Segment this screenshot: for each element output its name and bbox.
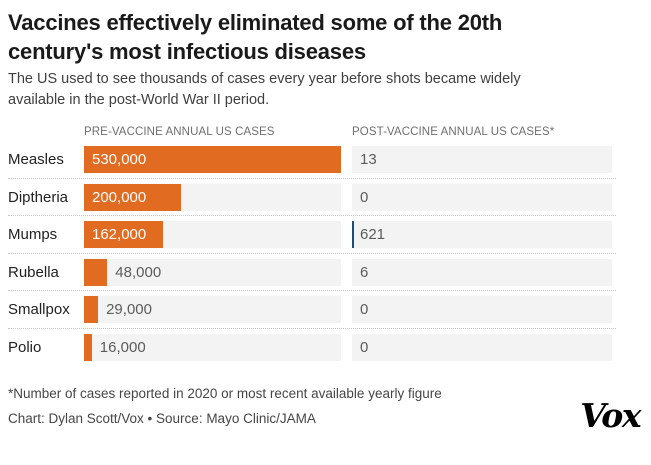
pre-vaccine-bar [84, 146, 341, 173]
table-row: Rubella 48,000 6 [8, 252, 616, 286]
disease-label: Smallpox [8, 301, 70, 318]
column-headers: PRE-VACCINE ANNUAL US CASES POST-VACCINE… [8, 126, 616, 141]
post-vaccine-value: 0 [360, 338, 369, 356]
pre-vaccine-bar-track: 29,000 [84, 296, 341, 323]
pre-vaccine-value: 16,000 [99, 338, 146, 356]
disease-label: Mumps [8, 226, 58, 243]
post-vaccine-bar-track: 621 [352, 221, 612, 248]
pre-vaccine-bar-track: 48,000 [84, 258, 341, 286]
post-vaccine-value: 6 [360, 263, 369, 281]
post-vaccine-bar [352, 221, 354, 248]
pre-vaccine-bar [84, 183, 181, 211]
pre-vaccine-bar [84, 258, 108, 286]
footnote: *Number of cases reported in 2020 or mos… [8, 386, 442, 401]
post-vaccine-value: 621 [360, 226, 386, 243]
chart-rows: Measles 530,000 13 Diptheria 200,000 0 M… [8, 146, 616, 361]
column-header-post-vaccine: POST-VACCINE ANNUAL US CASES* [352, 126, 555, 138]
post-vaccine-bar-track: 0 [352, 296, 612, 323]
credit-line: Chart: Dylan Scott/Vox • Source: Mayo Cl… [8, 411, 316, 426]
post-vaccine-bar-track: 0 [352, 183, 612, 211]
pre-vaccine-value: 200,000 [92, 188, 147, 206]
table-row: Measles 530,000 13 [8, 146, 616, 173]
post-vaccine-value: 0 [360, 301, 369, 318]
pre-vaccine-bar-track: 530,000 [84, 146, 341, 173]
chart-subtitle: The US used to see thousands of cases ev… [8, 71, 521, 108]
post-vaccine-bar-track: 13 [352, 146, 612, 173]
post-vaccine-value: 13 [360, 151, 377, 168]
page-title: Vaccines effectively eliminated some of … [8, 10, 503, 64]
pre-vaccine-value: 48,000 [115, 263, 162, 281]
table-row: Polio 16,000 0 [8, 327, 616, 361]
pre-vaccine-value: 530,000 [92, 151, 147, 168]
table-row: Diptheria 200,000 0 [8, 177, 616, 211]
pre-vaccine-value: 29,000 [106, 301, 152, 318]
vox-logo: Vox [580, 396, 641, 435]
pre-vaccine-bar [84, 333, 92, 361]
disease-label: Rubella [8, 263, 59, 281]
table-row: Smallpox 29,000 0 [8, 290, 616, 323]
post-vaccine-bar-track: 6 [352, 258, 612, 286]
disease-label: Diptheria [8, 188, 69, 206]
pre-vaccine-bar [84, 296, 99, 323]
disease-label: Measles [8, 151, 64, 168]
pre-vaccine-bar-track: 16,000 [84, 333, 341, 361]
pre-vaccine-bar-track: 162,000 [84, 221, 341, 248]
pre-vaccine-bar-track: 200,000 [84, 183, 341, 211]
post-vaccine-value: 0 [360, 188, 369, 206]
table-row: Mumps 162,000 621 [8, 215, 616, 248]
pre-vaccine-value: 162,000 [92, 226, 147, 243]
disease-label: Polio [8, 338, 42, 356]
post-vaccine-bar-track: 0 [352, 333, 612, 361]
pre-vaccine-bar [84, 221, 163, 248]
column-header-pre-vaccine: PRE-VACCINE ANNUAL US CASES [84, 126, 275, 138]
